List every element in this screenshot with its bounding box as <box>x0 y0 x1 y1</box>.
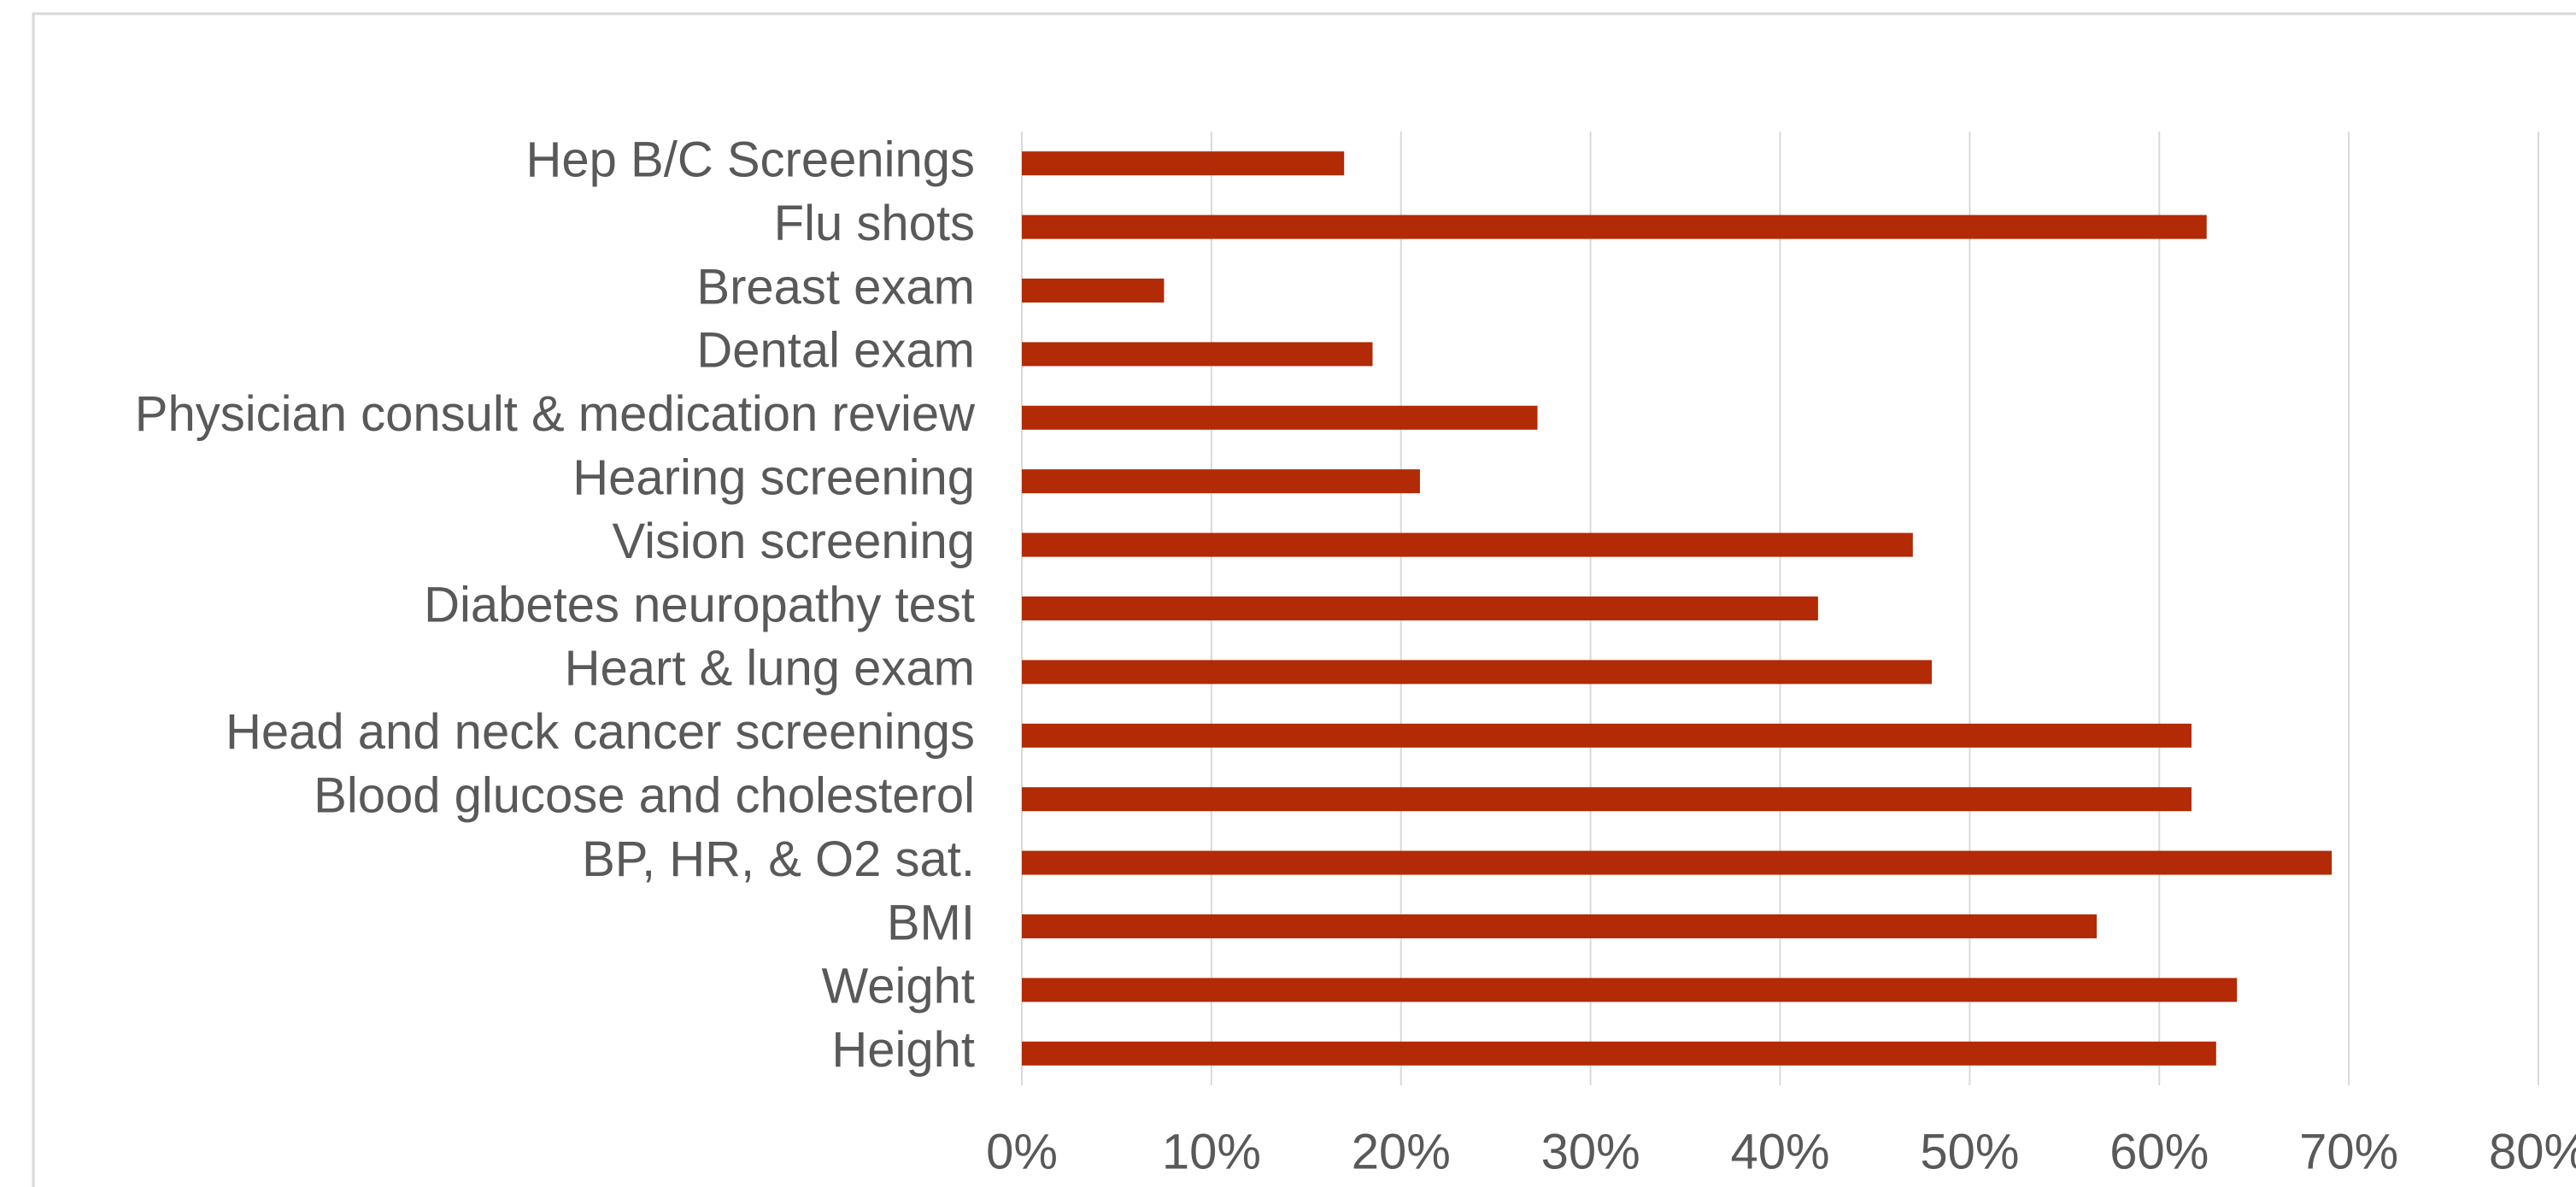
bar <box>1022 469 1420 494</box>
x-tick-label: 40% <box>1730 1124 1829 1179</box>
bar <box>1022 787 2192 812</box>
y-tick-label: Physician consult & medication review <box>135 386 976 442</box>
y-tick-label: Hearing screening <box>572 450 975 506</box>
bar <box>1022 596 1818 620</box>
bar <box>1022 214 2207 239</box>
bar <box>1022 914 2098 938</box>
y-tick-label: Dental exam <box>696 323 975 379</box>
y-tick-label: Head and neck cancer screenings <box>226 704 975 760</box>
y-tick-label: Diabetes neuropathy test <box>424 577 975 632</box>
x-tick-label: 60% <box>2110 1124 2209 1179</box>
bar <box>1022 1041 2216 1066</box>
y-tick-label: Weight <box>822 959 975 1014</box>
x-tick-label: 50% <box>1920 1124 2019 1179</box>
bar <box>1022 850 2332 875</box>
x-tick-label: 70% <box>2299 1124 2398 1179</box>
x-tick-label: 30% <box>1541 1124 1640 1179</box>
y-tick-label: Vision screening <box>612 514 975 569</box>
x-tick-label: 80% <box>2489 1124 2576 1179</box>
y-tick-label: Flu shots <box>774 196 975 251</box>
y-tick-label: Hep B/C Screenings <box>526 132 975 188</box>
x-tick-label: 0% <box>986 1124 1058 1179</box>
bar <box>1022 532 1913 557</box>
y-tick-label: Height <box>831 1022 975 1078</box>
bar <box>1022 279 1165 303</box>
bar <box>1022 660 1932 685</box>
bar <box>1022 405 1538 430</box>
bar <box>1022 342 1373 367</box>
y-tick-label: Breast exam <box>696 259 975 314</box>
y-tick-label: BMI <box>887 895 975 950</box>
bar <box>1022 151 1345 176</box>
bar <box>1022 978 2238 1002</box>
bar <box>1022 723 2192 748</box>
y-tick-label: Heart & lung exam <box>565 641 975 696</box>
y-tick-label: BP, HR, & O2 sat. <box>582 831 975 887</box>
chart-border <box>32 12 2576 1187</box>
y-tick-label: Blood glucose and cholesterol <box>314 768 975 824</box>
x-tick-label: 10% <box>1162 1124 1261 1179</box>
x-tick-label: 20% <box>1352 1124 1451 1179</box>
